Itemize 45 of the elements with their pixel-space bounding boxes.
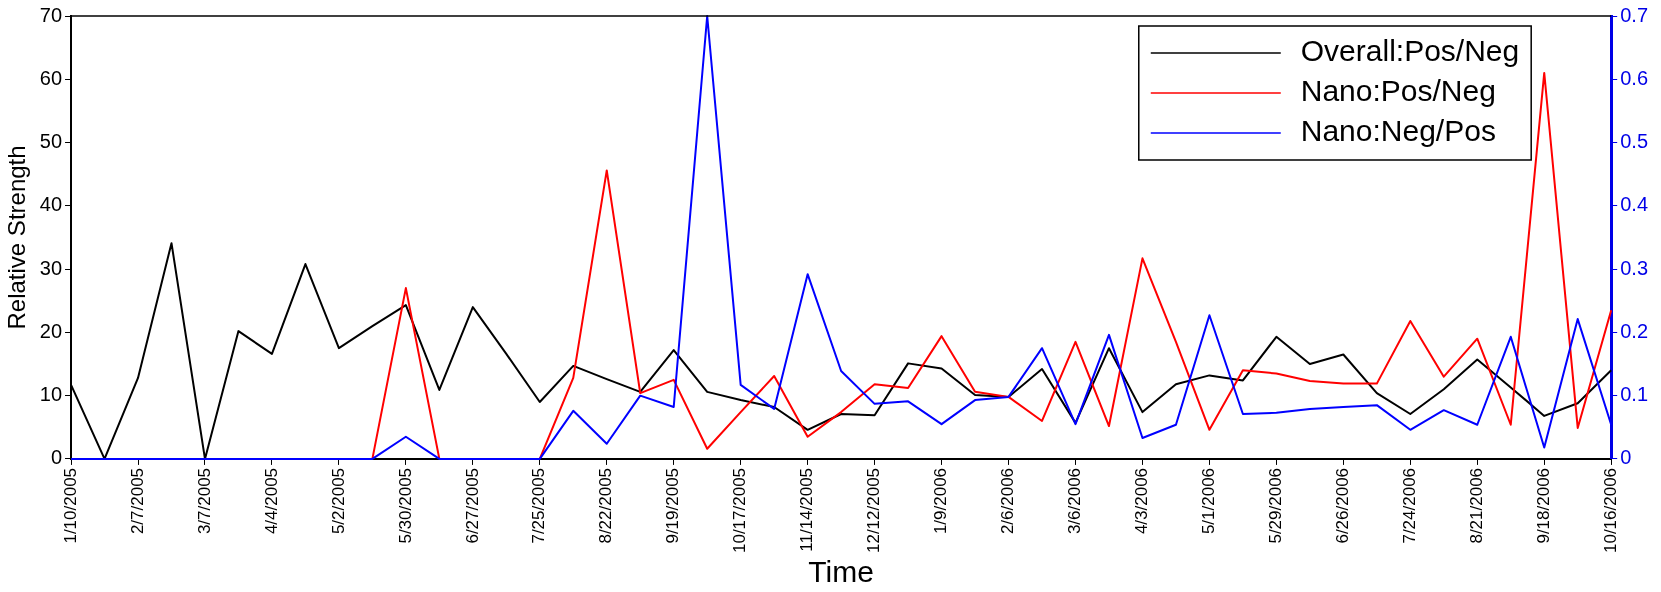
y2-tick-label: 0.7 <box>1620 3 1649 26</box>
x-tick-label: 1/9/2006 <box>931 467 951 535</box>
y2-tick-label: 0 <box>1620 446 1632 469</box>
legend-label: Nano:Pos/Neg <box>1300 74 1496 108</box>
x-tick-label: 1/10/2005 <box>60 467 80 544</box>
y-tick-label: 70 <box>39 3 63 26</box>
x-tick-label: 5/1/2006 <box>1199 467 1219 535</box>
y-axis-title: Relative Strength <box>3 145 31 330</box>
x-tick-label: 10/16/2006 <box>1600 467 1620 554</box>
y-tick-label: 40 <box>39 193 63 216</box>
x-tick-label: 11/14/2005 <box>797 467 817 552</box>
x-tick-label: 3/7/2005 <box>194 467 214 535</box>
x-tick-label: 9/18/2006 <box>1533 467 1553 544</box>
x-tick-label: 6/26/2006 <box>1333 467 1353 544</box>
x-tick-label: 12/12/2005 <box>864 467 884 554</box>
x-tick-label: 2/7/2005 <box>127 467 147 535</box>
y2-tick-label: 0.6 <box>1620 66 1649 89</box>
x-tick-label: 2/6/2006 <box>998 467 1018 535</box>
y-tick-label: 0 <box>50 446 63 469</box>
x-tick-label: 3/6/2006 <box>1065 467 1085 535</box>
y-tick-label: 50 <box>39 130 63 153</box>
y2-tick-label: 0.3 <box>1620 256 1649 279</box>
y2-tick-label: 0.1 <box>1620 383 1649 406</box>
x-tick-label: 6/27/2005 <box>462 467 482 544</box>
legend-label: Overall:Pos/Neg <box>1300 34 1520 68</box>
x-tick-label: 7/25/2005 <box>529 467 549 544</box>
x-tick-label: 7/24/2006 <box>1400 467 1419 544</box>
y2-tick-label: 0.4 <box>1620 193 1649 216</box>
y2-tick-label: 0.2 <box>1620 319 1649 342</box>
x-tick-label: 8/21/2006 <box>1466 467 1486 544</box>
x-tick-label: 10/17/2005 <box>730 467 750 554</box>
legend-label: Nano:Neg/Pos <box>1300 114 1496 148</box>
y-tick-label: 30 <box>39 256 63 279</box>
x-tick-label: 5/2/2005 <box>328 467 348 535</box>
x-tick-label: 9/19/2005 <box>663 467 683 544</box>
y-tick-label: 20 <box>39 319 63 342</box>
x-tick-label: 5/30/2005 <box>395 467 415 544</box>
y-tick-label: 60 <box>39 66 63 89</box>
x-tick-label: 8/22/2005 <box>596 467 616 544</box>
x-tick-label: 4/3/2006 <box>1132 467 1152 535</box>
x-axis-title: Time <box>808 555 874 589</box>
x-tick-label: 5/29/2006 <box>1266 467 1286 544</box>
y2-tick-label: 0.5 <box>1620 130 1649 153</box>
x-tick-label: 4/4/2005 <box>261 467 281 535</box>
y-tick-label: 10 <box>39 383 63 406</box>
